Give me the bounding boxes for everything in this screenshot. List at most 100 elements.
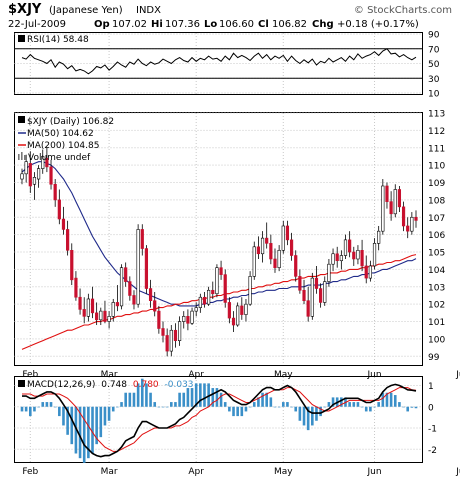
candle — [256, 236, 261, 259]
macd-histogram-bar — [223, 402, 227, 407]
macd-histogram-bar — [240, 406, 244, 417]
macd-histogram-bar — [348, 402, 351, 407]
candle-body — [389, 201, 393, 215]
macd-histogram-bar — [182, 392, 186, 407]
candle — [265, 222, 269, 249]
candle-body — [314, 277, 319, 289]
price-x-label: May — [274, 370, 293, 380]
candle-body — [86, 298, 90, 317]
high-value: 107.36 — [165, 19, 200, 30]
macd-histogram-bar — [406, 406, 410, 412]
candle — [144, 245, 149, 294]
macd-histogram-bar — [45, 402, 49, 407]
candle — [178, 316, 182, 346]
candle — [136, 224, 140, 308]
macd-histogram-bar — [373, 406, 376, 408]
candle-body — [169, 329, 173, 352]
candle-body — [132, 295, 136, 305]
macd-histogram-bar — [178, 392, 181, 407]
macd-histogram-bar — [58, 406, 61, 417]
price-tick-label: 105 — [428, 249, 445, 259]
candle-body — [66, 229, 70, 251]
candle-body — [368, 265, 372, 279]
macd-histogram-bar — [62, 406, 65, 426]
candle — [310, 272, 314, 320]
macd-histogram-bar — [78, 406, 82, 459]
candle-body — [211, 289, 215, 295]
candle — [107, 311, 111, 329]
candle-body — [99, 310, 103, 321]
macd-histogram-bar — [203, 383, 206, 407]
macd-layer — [20, 378, 418, 463]
candle-body — [140, 229, 144, 249]
candle-body — [269, 243, 273, 260]
macd-histogram-bar — [381, 392, 385, 407]
candle-body — [339, 255, 343, 262]
macd-histogram-bar — [323, 406, 327, 408]
candle-body — [223, 274, 227, 303]
candle-body — [265, 237, 269, 244]
macd-legend-value: 0.748 — [101, 380, 127, 390]
candle — [132, 290, 136, 310]
candle — [397, 185, 402, 213]
candle — [202, 292, 207, 308]
macd-line — [22, 383, 417, 458]
candle-body — [335, 253, 339, 262]
candle — [99, 307, 103, 326]
candle-body — [310, 277, 314, 317]
candle-body — [323, 281, 327, 303]
price-tick-label: 106 — [428, 231, 445, 241]
candle — [306, 286, 310, 322]
macd-tick-label: -1 — [428, 425, 437, 435]
candle — [119, 264, 124, 310]
candle — [240, 297, 244, 320]
candle — [381, 179, 385, 235]
chart-date: 22-Jul-2009 — [8, 19, 66, 30]
macd-histogram-bar — [66, 406, 69, 435]
macd-histogram-bar — [340, 397, 343, 407]
open-label: Op — [94, 19, 110, 30]
candle — [95, 302, 99, 326]
candle — [319, 283, 323, 308]
candle-body — [215, 267, 219, 295]
candle-body — [331, 253, 335, 265]
macd-histogram-bar — [327, 402, 331, 407]
macd-histogram-bar — [190, 388, 194, 407]
x-axis-labels: Feb Feb Mar Mar Apr Apr May May Jun Jun Jul Jul — [22, 370, 460, 477]
macd-signal-line — [22, 387, 417, 452]
candle-body — [410, 216, 414, 232]
macd-histogram-bar — [170, 402, 173, 407]
candle-body — [227, 302, 231, 319]
candle — [335, 246, 339, 268]
macd-histogram-bar — [87, 406, 90, 459]
rsi-legend: RSI(14) 58.48 — [18, 35, 89, 45]
candle — [236, 302, 240, 327]
candle-body — [82, 309, 86, 317]
candle-body — [119, 267, 124, 307]
macd-histogram-bar — [74, 406, 78, 454]
macd-histogram-bar — [236, 406, 239, 417]
macd-histogram-bar — [302, 406, 306, 426]
candle-body — [252, 246, 256, 277]
candle — [198, 293, 202, 313]
macd-histogram-bar — [265, 392, 268, 407]
macd-histogram-bar — [199, 383, 202, 407]
candle-body — [28, 163, 32, 187]
candle-body — [281, 225, 285, 251]
rsi-legend-text: RSI(14) 58.48 — [27, 35, 89, 45]
price-tick-label: 100 — [428, 335, 445, 345]
candle-body — [397, 189, 402, 208]
macd-histogram-bar — [356, 402, 360, 407]
candle — [231, 311, 236, 332]
candle-body — [153, 300, 157, 312]
candle — [219, 260, 223, 280]
candle-body — [372, 243, 377, 267]
macd-histogram-bar — [393, 395, 397, 407]
candle — [277, 245, 281, 272]
macd-histogram-bar — [211, 388, 215, 407]
candle-body — [194, 307, 198, 312]
macd-histogram-bar — [331, 397, 335, 407]
macd-x-label: Jun — [366, 467, 381, 477]
chart-name: (Japanese Yen) — [49, 5, 123, 16]
candle — [281, 220, 285, 254]
